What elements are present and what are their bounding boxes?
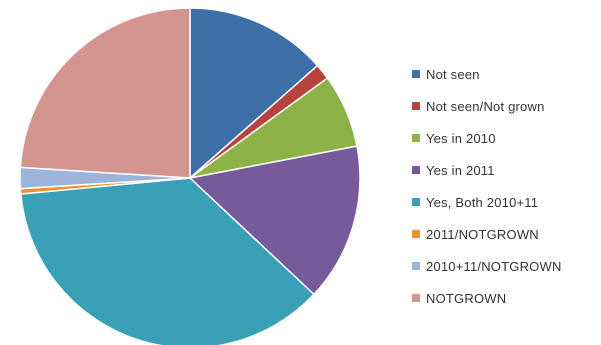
chart-legend: Not seen Not seen/Not grown Yes in 2010 Yes… [412,58,562,314]
legend-label: Yes, Both 2010+11 [426,195,538,210]
legend-item: NOTGROWN [412,282,562,314]
legend-item: Yes in 2011 [412,154,562,186]
legend-label: NOTGROWN [426,291,506,306]
legend-swatch [412,294,420,302]
legend-swatch [412,102,420,110]
legend-swatch [412,134,420,142]
legend-label: Yes in 2011 [426,163,495,178]
legend-item: Not seen/Not grown [412,90,562,122]
legend-item: Not seen [412,58,562,90]
legend-label: 2011/NOTGROWN [426,227,539,242]
legend-label: Yes in 2010 [426,131,496,146]
legend-swatch [412,198,420,206]
legend-label: 2010+11/NOTGROWN [426,259,562,274]
pie-slice-notgrown [20,8,190,178]
legend-item: Yes, Both 2010+11 [412,186,562,218]
legend-item: Yes in 2010 [412,122,562,154]
legend-label: Not seen/Not grown [426,99,545,114]
legend-label: Not seen [426,67,480,82]
legend-swatch [412,262,420,270]
legend-item: 2010+11/NOTGROWN [412,250,562,282]
legend-swatch [412,166,420,174]
legend-item: 2011/NOTGROWN [412,218,562,250]
legend-swatch [412,70,420,78]
legend-swatch [412,230,420,238]
